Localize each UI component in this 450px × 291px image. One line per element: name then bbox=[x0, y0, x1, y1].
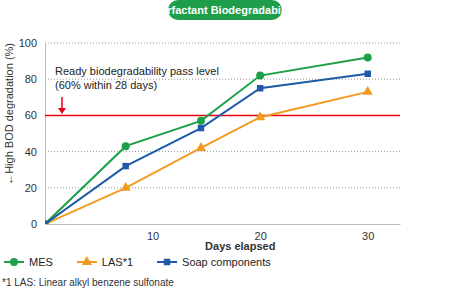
series-marker bbox=[364, 53, 372, 61]
legend-item: Soap components bbox=[157, 256, 271, 268]
series-line bbox=[45, 57, 368, 224]
grid-line bbox=[45, 43, 400, 44]
legend: MES LAS*1 Soap components bbox=[4, 256, 271, 268]
reference-line bbox=[45, 115, 400, 117]
y-tick: 0 bbox=[31, 218, 45, 230]
grid bbox=[45, 43, 400, 188]
series-marker bbox=[121, 182, 131, 191]
title: Surfactant Biodegradability bbox=[153, 4, 298, 16]
legend-label: MES bbox=[29, 256, 53, 268]
series-line bbox=[45, 74, 368, 224]
y-axis: 0 20 40 60 80 100 bbox=[19, 37, 46, 230]
legend-label: LAS*1 bbox=[102, 256, 133, 268]
legend-marker bbox=[164, 259, 170, 265]
y-axis-title: ←High BOD degradation (%) bbox=[3, 43, 15, 185]
legend-marker bbox=[10, 258, 18, 266]
x-tick: 30 bbox=[362, 224, 374, 242]
annotation-text: (60% within 28 days) bbox=[55, 79, 157, 91]
annotation-arrow-head bbox=[58, 108, 66, 114]
y-tick: 80 bbox=[25, 73, 45, 85]
series-marker bbox=[363, 86, 373, 95]
series-marker bbox=[122, 142, 130, 150]
y-tick-label: 20 bbox=[25, 182, 37, 194]
legend-marker bbox=[82, 256, 92, 265]
annotation: Ready biodegradability pass level (60% wi… bbox=[55, 65, 219, 114]
grid-line bbox=[45, 151, 400, 152]
x-tick: 10 bbox=[147, 224, 159, 242]
plot-area bbox=[45, 53, 373, 224]
series-marker bbox=[257, 85, 263, 91]
series-marker bbox=[364, 71, 370, 77]
y-tick: 60 bbox=[25, 109, 45, 121]
y-tick: 100 bbox=[19, 37, 45, 49]
series-line bbox=[45, 92, 368, 224]
series-marker bbox=[45, 221, 48, 224]
legend-item: MES bbox=[4, 256, 53, 268]
footnote: *1 LAS: Linear alkyl benzene sulfonate bbox=[2, 277, 174, 288]
legend-label: Soap components bbox=[182, 256, 271, 268]
series-marker bbox=[198, 125, 204, 131]
y-axis-line bbox=[45, 44, 46, 225]
x-tick-label: 30 bbox=[362, 230, 374, 242]
y-tick-label: 60 bbox=[25, 109, 37, 121]
annotation-text: Ready biodegradability pass level bbox=[55, 65, 219, 77]
series-marker bbox=[255, 111, 265, 120]
series-marker bbox=[196, 142, 206, 151]
y-tick-label: 80 bbox=[25, 73, 37, 85]
x-axis-line bbox=[46, 224, 401, 225]
grid-line bbox=[45, 187, 400, 188]
series-marker bbox=[256, 72, 264, 80]
y-tick-label: 0 bbox=[31, 218, 37, 230]
x-axis-title: Days elapsed bbox=[205, 240, 275, 252]
y-tick-label: 40 bbox=[25, 146, 37, 158]
x-tick-label: 10 bbox=[147, 230, 159, 242]
title-banner: Surfactant Biodegradability bbox=[153, 0, 298, 20]
series-marker bbox=[197, 117, 205, 125]
grid-line bbox=[45, 115, 400, 116]
legend-item: LAS*1 bbox=[77, 256, 133, 268]
y-tick-label: 100 bbox=[19, 37, 37, 49]
series-marker bbox=[122, 163, 128, 169]
y-tick: 20 bbox=[25, 182, 45, 194]
y-tick: 40 bbox=[25, 146, 45, 158]
